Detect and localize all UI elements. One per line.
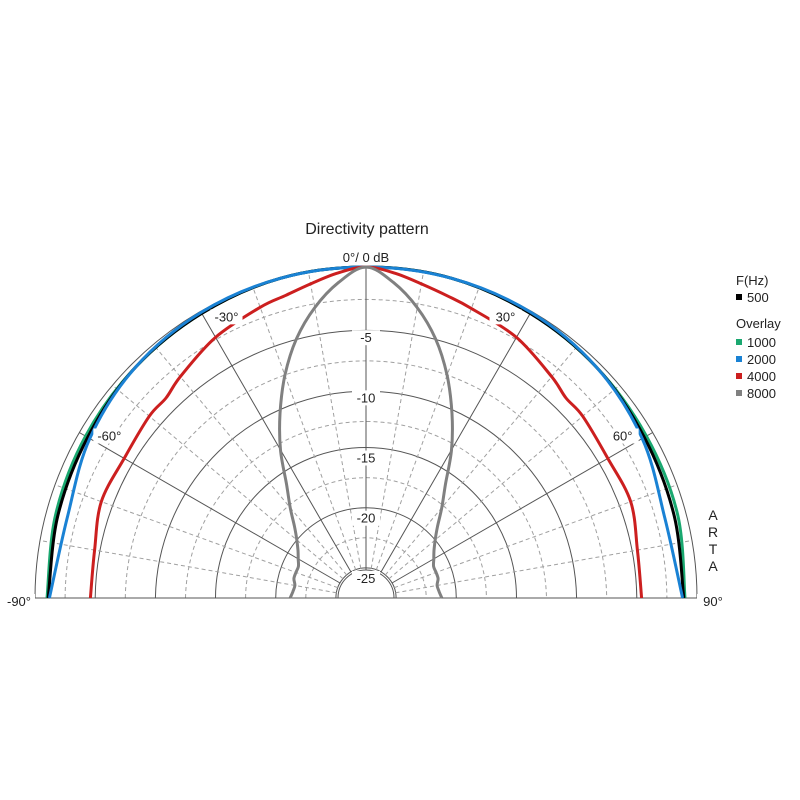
- grid-ring-minor: [245, 477, 487, 599]
- legend-overlay-header: Overlay: [736, 316, 781, 331]
- chart-title: Directivity pattern: [305, 221, 429, 238]
- axis-labels: -5 -10 -15 -20 -25 -90° -60° -30° 30° 60° 90°: [3, 309, 729, 609]
- legend-label-2000: 2000: [747, 352, 776, 367]
- angle-tick-label: 30°: [496, 309, 516, 324]
- grid-spoke-minor: [252, 286, 357, 570]
- grid-spoke-major: [200, 311, 352, 573]
- grid-spoke-minor: [384, 344, 580, 576]
- db-tick-label: -25: [357, 571, 376, 586]
- grid-spoke-minor: [39, 540, 337, 594]
- legend-header: F(Hz): [736, 273, 769, 288]
- angle-label-background: [489, 309, 522, 325]
- legend-swatch-500: [736, 294, 742, 300]
- series-line-8000: [278, 265, 454, 599]
- watermark-letter-1: A: [708, 507, 718, 523]
- db-tick-label: -15: [357, 451, 376, 466]
- legend-swatch-4000: [736, 373, 742, 379]
- db-tick-background: [352, 330, 380, 346]
- angle-label-background: [697, 594, 729, 609]
- grid-spoke-minor: [395, 540, 693, 594]
- legend-label-1000: 1000: [747, 335, 776, 350]
- grid-spoke-minor: [54, 484, 338, 589]
- legend-label-8000: 8000: [747, 386, 776, 401]
- db-tick-background: [352, 510, 380, 526]
- angle-label-background: [210, 309, 243, 325]
- db-tick-background: [352, 570, 380, 586]
- legend-swatch-1000: [736, 339, 742, 345]
- grid-ring-minor: [185, 420, 547, 599]
- db-tick-label: -20: [357, 511, 376, 526]
- grid-spoke-major: [380, 311, 532, 573]
- legend: F(Hz) 500 Overlay 1000 2000 4000 8000: [736, 273, 781, 401]
- watermark-letter-4: A: [708, 558, 718, 574]
- grid-spoke-major: [391, 432, 653, 584]
- angle-tick-label: -90°: [7, 594, 31, 609]
- grid-spoke-minor: [375, 286, 480, 570]
- db-tick-background: [352, 390, 380, 406]
- db-tick-label: -10: [357, 390, 376, 405]
- grid-spoke-minor: [152, 344, 348, 576]
- angle-tick-label: -30°: [215, 309, 239, 324]
- top-axis-label: 0°/ 0 dB: [343, 250, 389, 265]
- db-tick-label: -5: [360, 330, 372, 345]
- angle-label-background: [93, 428, 126, 444]
- angle-tick-label: -60°: [97, 429, 121, 444]
- legend-label-4000: 4000: [747, 369, 776, 384]
- angle-label-background: [3, 594, 35, 609]
- legend-swatch-8000: [736, 390, 742, 396]
- top-label-background: [338, 248, 394, 265]
- angle-tick-label: 60°: [613, 429, 633, 444]
- grid-spoke-minor: [388, 384, 620, 580]
- watermark-letter-2: R: [708, 524, 718, 540]
- legend-label-500: 500: [747, 290, 769, 305]
- db-tick-background: [352, 450, 380, 466]
- watermark-letter-3: T: [709, 541, 718, 557]
- grid-spoke-major: [79, 432, 341, 584]
- legend-swatch-2000: [736, 356, 742, 362]
- series-group: [45, 265, 687, 599]
- grid-spoke-minor: [112, 384, 344, 580]
- angle-label-background: [606, 428, 639, 444]
- grid-spoke-minor: [394, 484, 678, 589]
- angle-tick-label: 90°: [703, 594, 723, 609]
